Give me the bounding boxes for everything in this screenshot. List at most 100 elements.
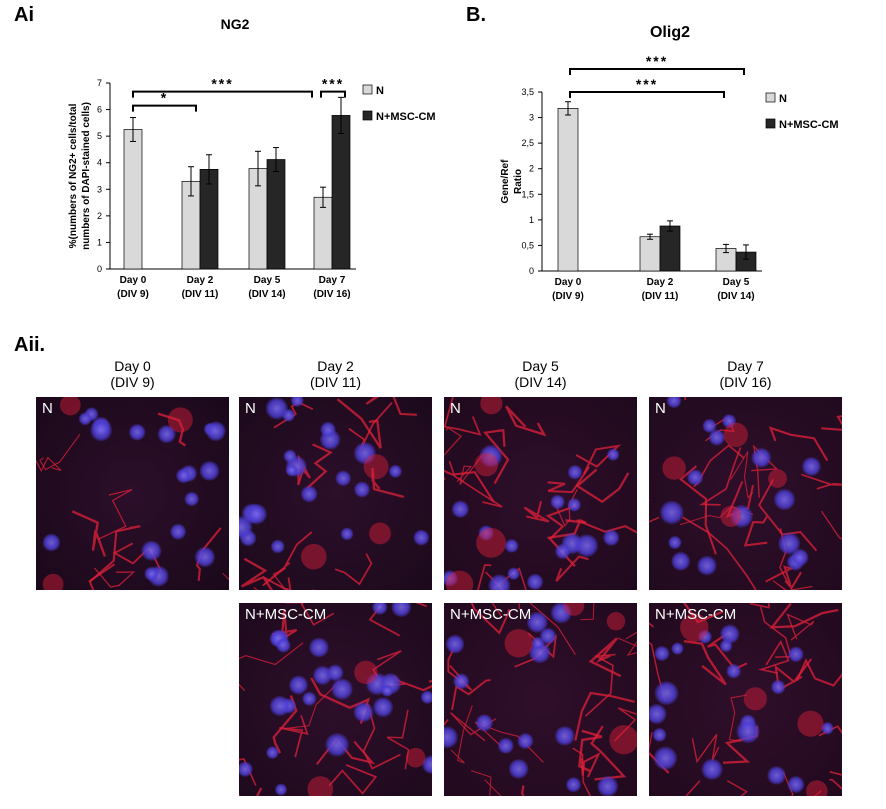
x-tick-sublabel: (DIV 11) — [642, 291, 679, 302]
cell-body — [480, 397, 503, 415]
nucleus — [373, 697, 394, 718]
nucleus — [575, 534, 599, 558]
red-process — [726, 780, 748, 796]
nucleus — [391, 603, 412, 617]
red-process — [699, 447, 742, 506]
nucleus — [687, 469, 704, 486]
nucleus — [666, 397, 682, 409]
red-process — [94, 567, 136, 588]
nucleus — [567, 498, 581, 512]
red-process — [448, 460, 503, 508]
red-process — [523, 501, 550, 523]
column-div: (DIV 16) — [719, 374, 772, 390]
nucleus — [289, 675, 308, 695]
cell-body — [42, 573, 64, 590]
y-axis-label: Gene/Ref Ratio — [500, 159, 524, 204]
background-glow — [239, 603, 432, 796]
cell-body — [445, 570, 474, 590]
nucleus — [265, 397, 288, 420]
nucleus — [269, 695, 291, 717]
red-process — [613, 707, 637, 742]
red-process — [685, 780, 701, 796]
red-process — [749, 603, 770, 609]
nucleus — [787, 776, 805, 793]
nucleus — [194, 546, 216, 568]
y-tick-label: 5 — [97, 131, 102, 141]
nucleus — [320, 421, 336, 438]
red-process — [574, 691, 635, 741]
y-tick-label: 3,5 — [521, 87, 534, 97]
olig2-bar-chart: 0 0,5 1 1,5 2 2,5 3 3,5 Gene/Ref Ratio Day 0 (DIV 9… — [500, 55, 839, 302]
nucleus — [274, 783, 288, 796]
red-process — [829, 778, 842, 790]
nucleus — [767, 766, 786, 785]
nucleus — [445, 634, 465, 654]
cell-body — [606, 612, 626, 631]
red-process — [371, 467, 405, 499]
nucleus — [508, 759, 529, 779]
red-process — [682, 603, 724, 624]
nucleus — [771, 679, 786, 695]
legend-label: N — [376, 85, 384, 97]
red-process — [649, 751, 670, 774]
nucleus — [239, 761, 253, 777]
red-process — [751, 444, 779, 498]
nucleus — [791, 548, 809, 566]
nucleus — [128, 423, 146, 441]
nucleus — [372, 603, 388, 615]
significance-marker: *** — [211, 76, 233, 92]
red-process — [195, 527, 222, 581]
nucleus — [381, 684, 394, 697]
cell-body — [167, 407, 193, 433]
micrograph-label: N — [450, 400, 461, 417]
red-process — [580, 603, 595, 621]
cell-body — [797, 710, 824, 737]
nucleus — [353, 702, 374, 723]
cell-body — [307, 776, 334, 796]
nucleus — [422, 755, 432, 774]
red-process — [617, 631, 637, 656]
nucleus — [653, 746, 678, 770]
red-process — [683, 640, 727, 686]
y-tick-label: 1 — [529, 215, 534, 225]
nucleus — [554, 726, 575, 746]
nucleus — [726, 663, 741, 679]
nucleus — [550, 603, 572, 624]
red-process — [450, 705, 473, 764]
nucleus — [302, 691, 317, 706]
micrograph-n-day5: N — [444, 397, 637, 590]
nucleus — [90, 419, 113, 442]
significance-bracket — [320, 90, 346, 98]
column-day: Day 0 — [114, 358, 151, 374]
red-process — [263, 576, 292, 590]
red-process — [786, 613, 815, 641]
chart-title-ng2: NG2 — [220, 16, 250, 32]
nucleus — [413, 529, 430, 546]
significance-marker: *** — [322, 76, 344, 92]
red-process — [386, 709, 410, 770]
red-process — [334, 553, 373, 586]
red-process — [444, 397, 482, 436]
red-process — [71, 510, 107, 557]
red-process — [575, 468, 630, 504]
red-process — [521, 785, 525, 796]
red-process — [769, 603, 839, 629]
column-div: (DIV 9) — [110, 374, 155, 390]
cell-body — [609, 725, 637, 755]
red-process — [588, 637, 622, 678]
red-process — [547, 518, 587, 540]
nucleus — [701, 758, 723, 780]
red-process — [477, 564, 492, 590]
cell-body — [723, 422, 748, 447]
micrograph-label: N — [42, 400, 53, 417]
nucleus — [205, 421, 226, 442]
nucleus — [246, 503, 267, 525]
nucleus — [285, 464, 298, 477]
red-process — [328, 764, 378, 795]
nucleus — [331, 678, 353, 700]
y-tick-label: 1 — [97, 237, 102, 247]
bar-n — [639, 236, 661, 272]
nucleus — [479, 444, 503, 468]
cell-body — [563, 603, 585, 616]
bar-n — [557, 108, 579, 272]
